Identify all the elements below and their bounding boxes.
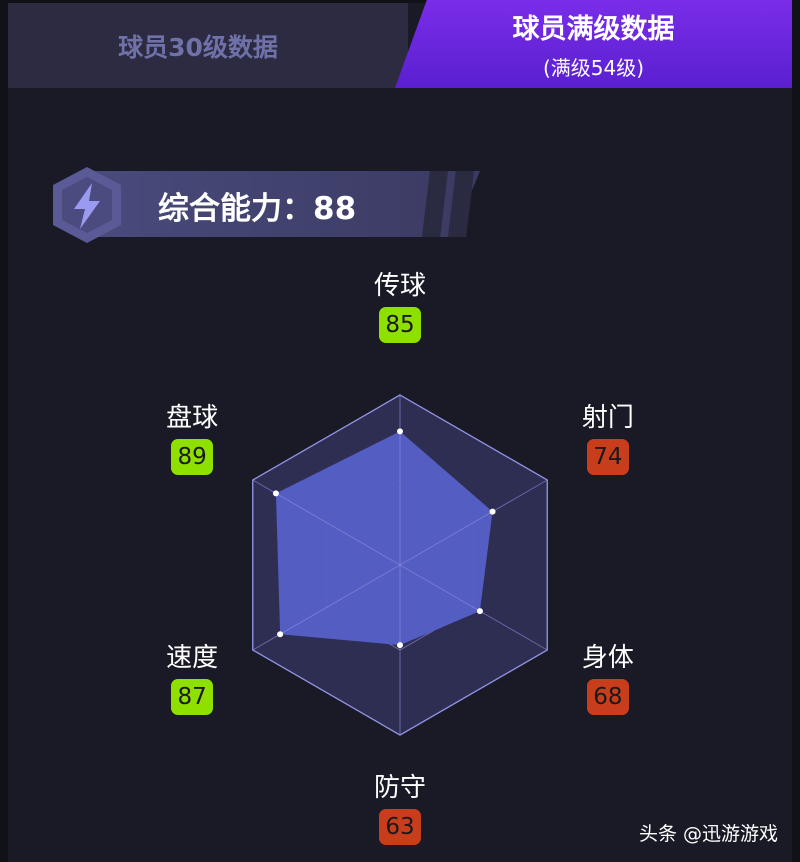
tab-label: 球员满级数据 bbox=[512, 14, 675, 45]
stat-value-badge: 85 bbox=[379, 307, 421, 343]
tab-level-30[interactable]: 球员30级数据 bbox=[8, 3, 408, 88]
radar-data-point bbox=[397, 642, 403, 649]
axis-label: 传球 bbox=[373, 271, 426, 301]
radar-data-area bbox=[275, 431, 493, 646]
tab-sublabel: (满级54级) bbox=[542, 56, 645, 80]
radar-data-point bbox=[489, 508, 496, 515]
stat-value-badge: 74 bbox=[586, 439, 629, 475]
axis-label: 防守 bbox=[373, 773, 426, 803]
radar-axis bbox=[399, 479, 548, 566]
lightning-icon bbox=[53, 167, 121, 243]
stat-value-badge: 63 bbox=[379, 809, 421, 845]
radar-axis bbox=[399, 564, 548, 651]
banner-bar bbox=[90, 171, 480, 237]
radar-data-point bbox=[277, 631, 284, 638]
tab-max-level[interactable]: 球员满级数据 (满级54级) bbox=[395, 0, 792, 88]
axis-label: 盘球 bbox=[166, 403, 219, 433]
radar-data-point bbox=[272, 490, 279, 497]
axis-label: 射门 bbox=[581, 403, 634, 433]
stat-value-badge: 89 bbox=[171, 439, 214, 475]
axis-label: 身体 bbox=[581, 643, 634, 673]
stat-value-badge: 87 bbox=[171, 679, 214, 715]
overall-rating-banner: 综合能力：88 bbox=[50, 165, 480, 245]
radar-data-point bbox=[476, 608, 483, 615]
radar-data-point bbox=[397, 428, 403, 435]
overall-rating: 综合能力：88 bbox=[158, 191, 357, 227]
radar-grid-outline bbox=[252, 394, 548, 736]
watermark: 头条 @迅游游戏 bbox=[638, 823, 778, 845]
stat-value-badge: 68 bbox=[586, 679, 629, 715]
radar-axis bbox=[252, 564, 401, 651]
axis-label: 速度 bbox=[166, 643, 219, 673]
tab-label: 球员30级数据 bbox=[118, 32, 278, 62]
